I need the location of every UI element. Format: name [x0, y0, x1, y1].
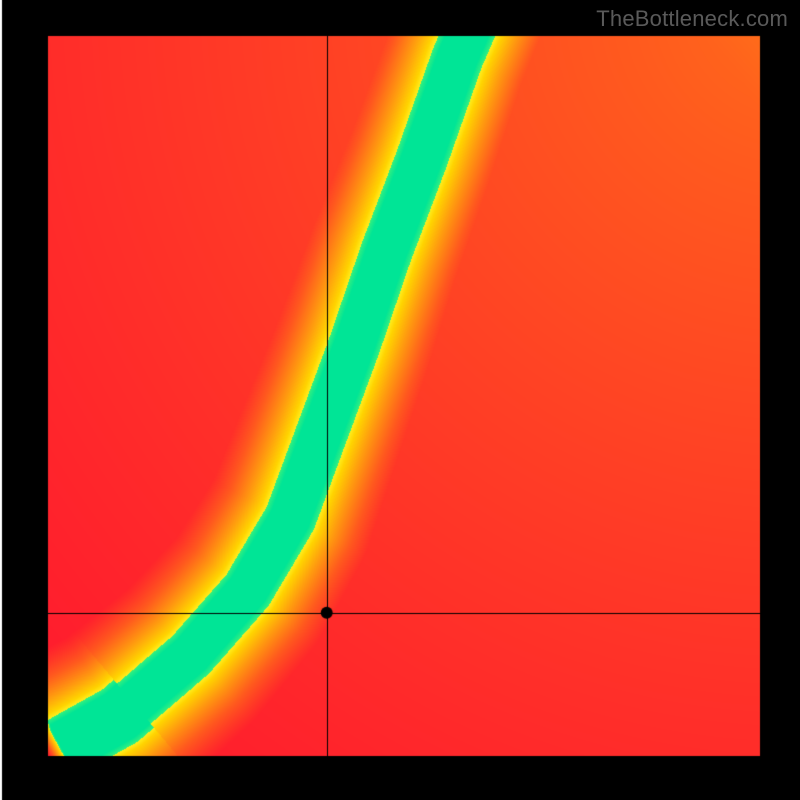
chart-container: TheBottleneck.com	[0, 0, 800, 800]
heatmap-canvas	[0, 0, 800, 800]
watermark-text: TheBottleneck.com	[596, 6, 788, 32]
